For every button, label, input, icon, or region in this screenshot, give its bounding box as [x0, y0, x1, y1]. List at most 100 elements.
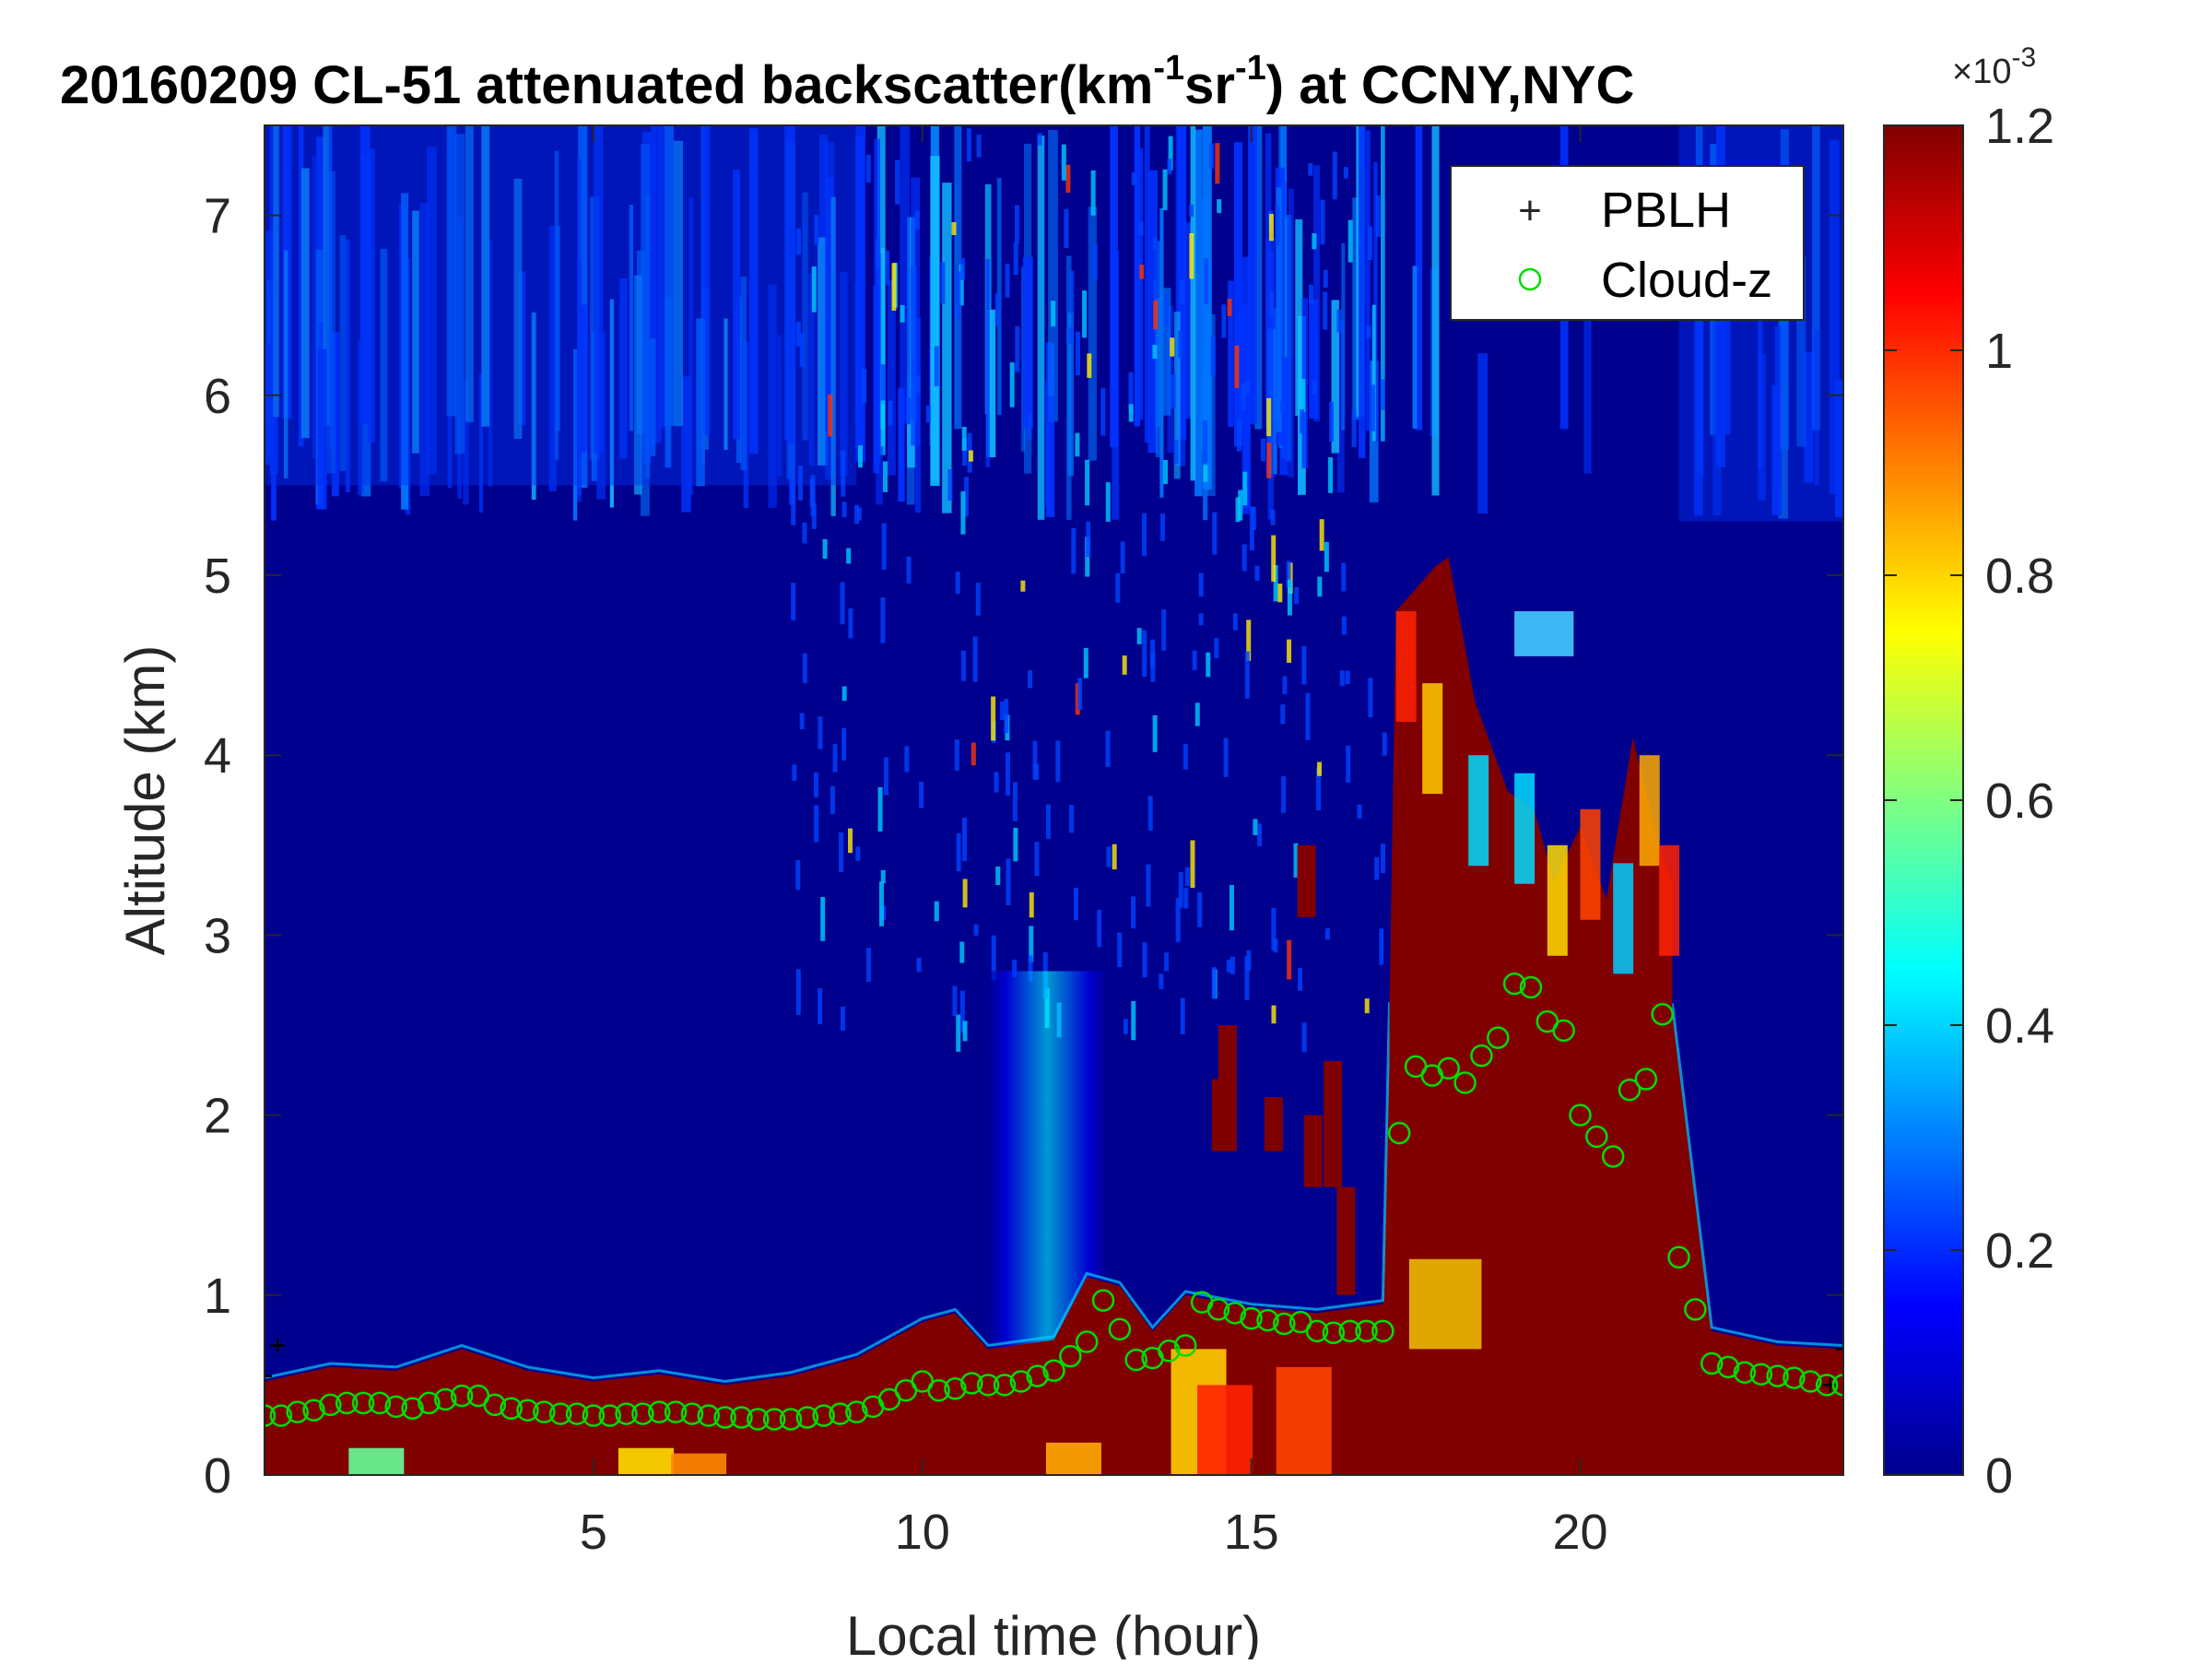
- mid-level-speckle: [813, 772, 818, 797]
- upper-aerosol-streak: [1804, 351, 1814, 483]
- mid-level-speckle: [841, 450, 846, 497]
- mid-level-speckle: [1020, 580, 1026, 592]
- upper-aerosol-streak: [478, 373, 483, 513]
- mid-level-speckle: [828, 394, 833, 437]
- cloud-z-point: [1273, 1312, 1296, 1336]
- upper-aerosol-streak: [1758, 354, 1766, 501]
- mid-level-speckle: [1045, 804, 1051, 840]
- upper-aerosol-streak: [1155, 298, 1161, 457]
- upper-aerosol-streak: [1796, 256, 1806, 447]
- mid-level-speckle: [1192, 650, 1197, 670]
- colorbar-gradient: [1883, 124, 1964, 1476]
- upper-aerosol-streak: [634, 275, 642, 495]
- upper-aerosol-streak: [1037, 135, 1045, 520]
- mid-level-speckle: [1271, 907, 1277, 950]
- upper-aerosol-streak: [985, 258, 990, 467]
- mid-level-speckle: [1211, 967, 1217, 999]
- upper-aerosol-streak: [284, 250, 288, 478]
- mid-level-speckle: [1371, 384, 1376, 431]
- mid-level-speckle: [840, 582, 845, 625]
- upper-aerosol-streak: [1371, 304, 1376, 442]
- mid-level-speckle: [1105, 482, 1111, 522]
- cloud-z-point: [1634, 1068, 1658, 1091]
- mid-level-speckle: [878, 881, 884, 926]
- mid-level-speckle: [1034, 842, 1040, 877]
- mid-level-speckle: [1115, 572, 1121, 603]
- upper-aerosol-streak: [1046, 395, 1054, 515]
- mid-level-speckle: [1317, 761, 1323, 776]
- mid-level-speckle: [1152, 714, 1158, 752]
- upper-aerosol-streak: [1206, 313, 1216, 497]
- mid-level-speckle: [1179, 280, 1184, 305]
- upper-aerosol-streak: [312, 156, 316, 459]
- legend-marker-pblh: +: [1518, 188, 1542, 233]
- cloud-z-point: [680, 1402, 704, 1425]
- mid-level-speckle: [1178, 871, 1183, 908]
- legend-box: [1450, 165, 1805, 321]
- upper-aerosol-streak: [1182, 222, 1192, 419]
- isolated-cloud-column: [1336, 1186, 1356, 1295]
- mid-level-speckle: [1227, 299, 1232, 316]
- cloud-z-point: [1371, 1319, 1394, 1343]
- mid-level-speckle: [900, 304, 905, 323]
- mid-level-speckle: [1082, 290, 1088, 338]
- mid-level-speckle: [1234, 345, 1240, 388]
- upper-aerosol-streak: [650, 338, 656, 456]
- upper-aerosol-streak: [1248, 125, 1257, 425]
- mid-level-speckle: [1203, 420, 1208, 464]
- mid-level-speckle: [1131, 172, 1136, 185]
- mid-level-speckle: [1150, 639, 1156, 668]
- upper-aerosol-streak: [930, 156, 940, 487]
- mid-level-speckle: [1287, 939, 1292, 980]
- cloud-z-point: [533, 1400, 556, 1423]
- upper-aerosol-streak: [577, 159, 582, 502]
- cloud-z-point: [1026, 1364, 1049, 1387]
- colorbar-tick-label: 0: [1985, 1448, 2013, 1504]
- mid-level-speckle: [1212, 512, 1218, 555]
- mid-level-speckle: [1037, 133, 1042, 146]
- mid-level-speckle: [1086, 521, 1091, 558]
- colorbar-tick-label: 1.2: [1985, 99, 2054, 154]
- mid-level-speckle: [1277, 584, 1283, 603]
- mid-level-speckle: [1171, 374, 1176, 408]
- isolated-cloud-column: [1264, 1097, 1283, 1151]
- upper-haze-left: [265, 125, 857, 486]
- mid-level-speckle: [912, 359, 917, 383]
- cloud-low-pocket: [1408, 1258, 1482, 1350]
- cloud-z-point: [944, 1377, 967, 1400]
- mid-level-speckle: [866, 948, 872, 983]
- mid-level-speckle: [964, 477, 970, 517]
- mid-level-speckle: [1128, 404, 1134, 422]
- mid-level-speckle: [1332, 151, 1337, 200]
- isolated-cloud-column: [1211, 1079, 1230, 1151]
- mid-level-speckle: [1005, 752, 1010, 796]
- mid-level-speckle: [1142, 630, 1147, 677]
- mid-level-speckle: [961, 426, 967, 451]
- cloud-z-point: [302, 1398, 325, 1422]
- cloud-z-point: [319, 1393, 342, 1417]
- mid-level-speckle: [959, 264, 964, 306]
- cloud-z-point: [631, 1402, 654, 1425]
- cloud-z-point: [1437, 1056, 1460, 1080]
- y-axis-label: Altitude (km): [114, 645, 176, 956]
- mid-level-speckle: [1324, 541, 1329, 572]
- upper-aerosol-streak: [1190, 125, 1196, 481]
- upper-aerosol-streak: [265, 342, 271, 466]
- upper-aerosol-streak: [1583, 267, 1592, 474]
- mid-level-speckle: [1131, 896, 1136, 929]
- cloud-z-point: [269, 1404, 293, 1427]
- upper-aerosol-streak: [488, 240, 492, 487]
- cloud-z-point: [1091, 1289, 1115, 1312]
- mid-level-speckle: [1122, 655, 1127, 675]
- colorbar-exponent: ×10-3: [1952, 42, 2036, 91]
- plot-frame: [264, 124, 1844, 1476]
- upper-aerosol-streak: [554, 150, 559, 461]
- mid-level-speckle: [994, 772, 999, 793]
- mid-level-speckle: [839, 832, 844, 872]
- cloud-z-point: [1240, 1306, 1263, 1330]
- mid-level-speckle: [1100, 387, 1106, 436]
- cloud-z-point: [1651, 1003, 1674, 1026]
- upper-aerosol-streak: [1066, 255, 1072, 520]
- mid-level-speckle: [1280, 704, 1286, 725]
- mid-level-speckle: [1253, 819, 1258, 836]
